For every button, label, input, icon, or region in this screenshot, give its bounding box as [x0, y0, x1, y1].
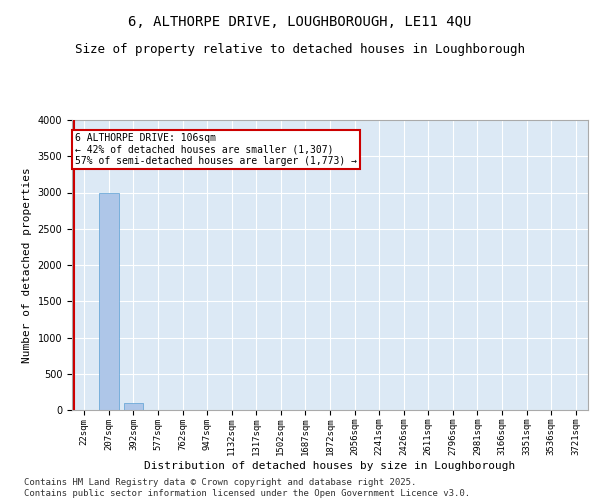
Text: 6, ALTHORPE DRIVE, LOUGHBOROUGH, LE11 4QU: 6, ALTHORPE DRIVE, LOUGHBOROUGH, LE11 4Q… [128, 15, 472, 29]
Y-axis label: Number of detached properties: Number of detached properties [22, 167, 32, 363]
Text: 6 ALTHORPE DRIVE: 106sqm
← 42% of detached houses are smaller (1,307)
57% of sem: 6 ALTHORPE DRIVE: 106sqm ← 42% of detach… [75, 133, 357, 166]
Bar [99, 192, 119, 410]
Bar [124, 403, 143, 410]
Text: Size of property relative to detached houses in Loughborough: Size of property relative to detached ho… [75, 42, 525, 56]
Text: Contains HM Land Registry data © Crown copyright and database right 2025.
Contai: Contains HM Land Registry data © Crown c… [24, 478, 470, 498]
X-axis label: Distribution of detached houses by size in Loughborough: Distribution of detached houses by size … [145, 461, 515, 471]
